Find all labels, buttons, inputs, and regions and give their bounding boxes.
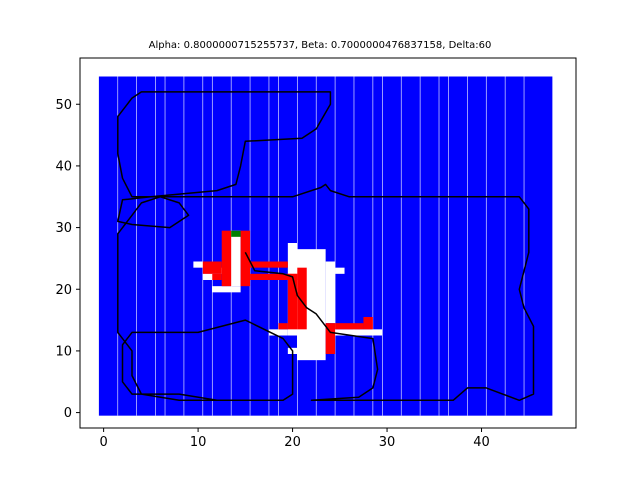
obstacle-cell: [287, 273, 298, 330]
visited-cell: [231, 230, 241, 287]
y-tick-label: 10: [55, 344, 72, 359]
obstacle-cell: [250, 273, 298, 280]
obstacle-cell: [278, 323, 288, 330]
visited-cell: [212, 286, 241, 293]
visited-cell: [202, 273, 213, 280]
obstacle-cell: [202, 261, 222, 274]
path-line: [117, 91, 535, 402]
plot-frame: [79, 57, 577, 429]
obstacle-cell: [240, 230, 251, 287]
y-tick-label: 50: [55, 98, 72, 113]
grid-cells: [98, 76, 553, 416]
goal-cell: [231, 230, 241, 237]
visited-cell: [335, 267, 345, 274]
visited-cell: [193, 261, 203, 268]
obstacle-cell: [297, 267, 307, 330]
x-tick-label: 40: [473, 435, 490, 450]
chart-title: Alpha: 0.8000000715255737, Beta: 0.70000…: [149, 40, 492, 51]
visited-cell: [335, 329, 383, 336]
y-tick-label: 30: [55, 221, 72, 236]
obstacle-cell: [325, 323, 336, 354]
y-tick-label: 20: [55, 283, 72, 298]
y-tick-label: 0: [64, 406, 72, 421]
x-tick-label: 10: [190, 435, 207, 450]
visited-cell: [268, 329, 288, 336]
obstacle-cell: [212, 273, 222, 280]
free-region: [98, 76, 553, 416]
robot-path: [117, 91, 535, 402]
obstacle-cell: [250, 261, 288, 268]
obstacle-cell: [335, 323, 364, 330]
y-tick-label: 40: [55, 159, 72, 174]
x-tick-label: 0: [99, 435, 107, 450]
y-axis: 0 10 20 30 40 50: [55, 98, 80, 421]
x-tick-label: 30: [379, 435, 396, 450]
x-axis: 0 10 20 30 40: [99, 428, 490, 450]
x-tick-label: 20: [284, 435, 301, 450]
visited-cell: [325, 261, 336, 324]
obstacle-cell: [221, 230, 232, 287]
obstacle-cell: [363, 317, 373, 330]
